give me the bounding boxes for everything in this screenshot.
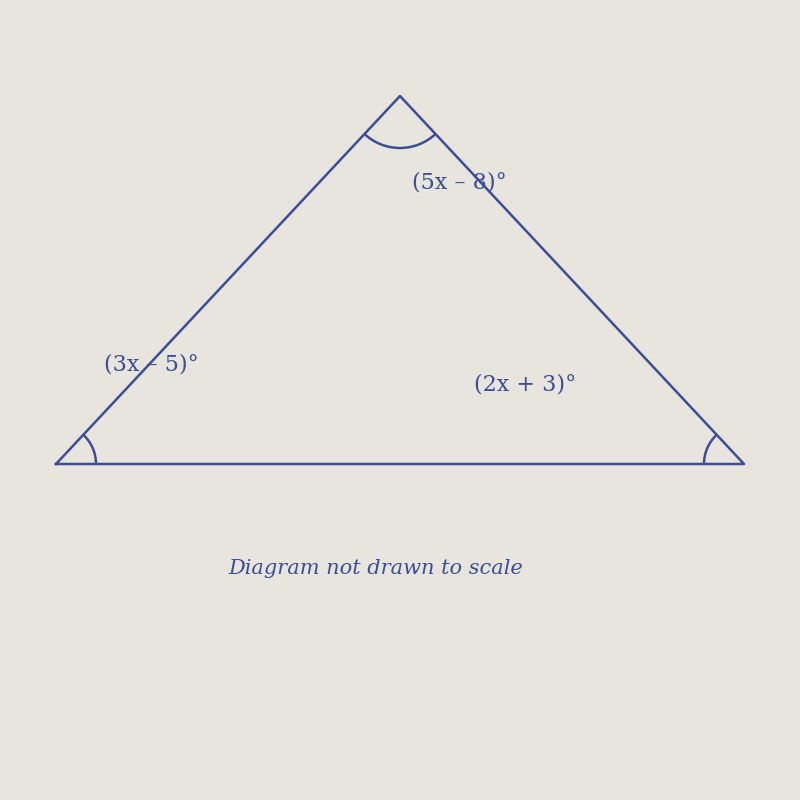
Text: (2x + 3)°: (2x + 3)° xyxy=(474,374,576,396)
Text: (5x – 8)°: (5x – 8)° xyxy=(412,172,506,194)
Text: Diagram not drawn to scale: Diagram not drawn to scale xyxy=(229,558,523,578)
Text: (3x – 5)°: (3x – 5)° xyxy=(104,354,198,376)
